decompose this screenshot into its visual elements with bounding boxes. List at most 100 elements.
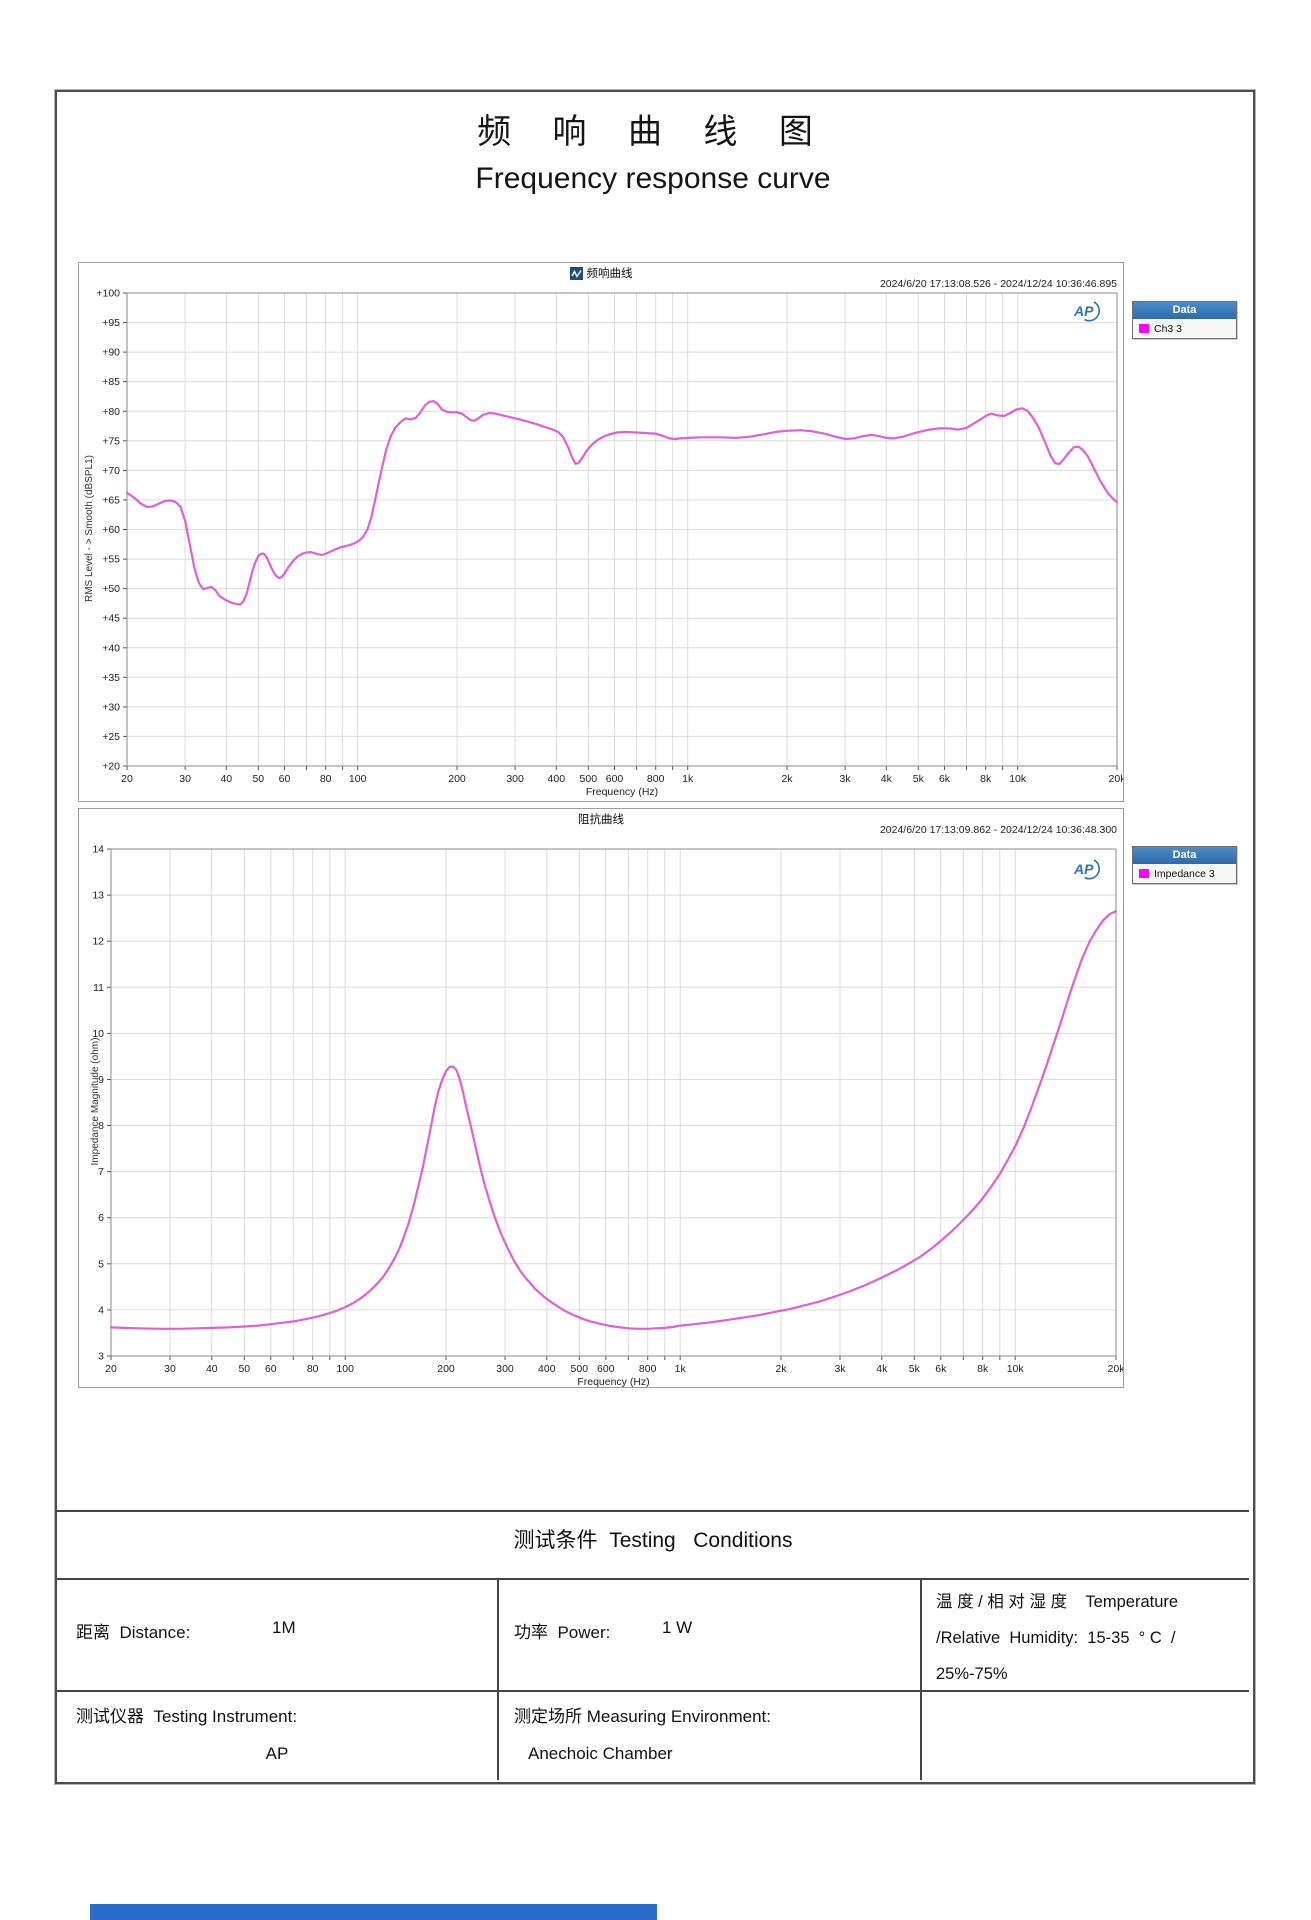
x-tick-label: 80 (320, 773, 332, 785)
x-tick-label: 6k (939, 773, 951, 785)
y-tick-label: +95 (102, 317, 120, 329)
distance-value: 1M (272, 1618, 296, 1637)
temperature-humidity-line3: 25%-75% (936, 1665, 1008, 1683)
x-tick-label: 400 (548, 773, 566, 785)
series-Ch3-3 (125, 400, 1119, 606)
environment-value: Anechoic Chamber (528, 1744, 673, 1763)
x-tick-label: 200 (437, 1363, 455, 1375)
axis-ticks: 20 30 40 50 60 80 100 200 300 400 500 600 800 1k 2k 3k 4… (92, 844, 1125, 1376)
measurement-timestamp: 2024/6/20 17:13:08.526 - 2024/12/24 10:3… (879, 278, 1117, 290)
y-tick-label: +55 (102, 554, 120, 566)
power-value: 1 W (662, 1618, 693, 1637)
x-tick-label: 3k (840, 773, 852, 785)
y-tick-label: 13 (92, 890, 104, 902)
imp-legend: Data Impedance 3 (1132, 846, 1237, 884)
frequency-response-chart: 20 30 40 50 60 80 100 200 300 400 500 600 800 1k 2k 3k 4… (96, 288, 1126, 799)
x-tick-label: 20k (1109, 773, 1123, 785)
y-tick-label: +50 (102, 583, 120, 595)
environment-label: 测定场所 Measuring Environment: (514, 1707, 771, 1726)
y-tick-label: +60 (102, 524, 120, 536)
x-tick-label: 600 (606, 773, 624, 785)
y-tick-label: +45 (102, 613, 120, 625)
imp-legend-swatch (1139, 869, 1149, 878)
y-tick-label: 11 (93, 982, 104, 994)
y-tick-label: +100 (96, 288, 120, 300)
x-tick-label: 6k (935, 1363, 947, 1375)
x-tick-label: 4k (881, 773, 893, 785)
x-tick-label: 40 (220, 773, 232, 785)
x-tick-label: 200 (448, 773, 466, 785)
chart-window-title: 阻抗曲线 (578, 814, 624, 826)
y-tick-label: 10 (92, 1028, 104, 1040)
bottom-blue-bar (90, 1904, 657, 1920)
y-tick-label: +35 (102, 672, 120, 684)
x-tick-label: 3k (834, 1363, 846, 1375)
y-tick-label: +40 (102, 642, 120, 654)
waveform-icon (569, 266, 583, 280)
x-tick-label: 500 (571, 1363, 589, 1375)
y-tick-label: +65 (102, 494, 120, 506)
fr-legend-label: Ch3 3 (1154, 322, 1183, 335)
x-tick-label: 5k (913, 773, 925, 785)
x-tick-label: 1k (675, 1363, 687, 1375)
grid (110, 848, 1117, 1357)
x-tick-label: 20 (105, 1363, 117, 1375)
chart-window-title: 频响曲线 (586, 268, 633, 280)
x-axis-title: Frequency (Hz) (577, 1376, 649, 1387)
x-tick-label: 20 (121, 773, 133, 785)
ap-brand-logo: AP (1071, 857, 1111, 881)
y-tick-label: +70 (102, 465, 120, 477)
x-tick-label: 600 (597, 1363, 615, 1375)
x-tick-label: 800 (647, 773, 665, 785)
y-tick-label: +25 (102, 731, 120, 743)
ap-brand-logo: AP (1071, 299, 1111, 323)
x-tick-label: 50 (238, 1363, 250, 1375)
x-tick-label: 500 (580, 773, 598, 785)
x-tick-label: 8k (980, 773, 992, 785)
chart-window-titlebar: 频响曲线 (79, 265, 1123, 281)
imp-y-axis-title: Impedance Magnitude (ohm) (90, 1037, 101, 1166)
x-tick-label: 100 (336, 1363, 354, 1375)
table-line-header-bottom (57, 1578, 1249, 1580)
instrument-value: AP (265, 1744, 289, 1763)
table-line-top (57, 1510, 1249, 1512)
y-tick-label: 4 (98, 1304, 104, 1316)
fr-legend-header: Data (1133, 302, 1236, 319)
fr-y-axis-title: RMS Level - > Smooth (dBSPL1) (84, 455, 95, 603)
y-tick-label: +80 (102, 406, 120, 418)
distance-label: 距离 Distance: (76, 1623, 191, 1642)
y-tick-label: 8 (98, 1120, 104, 1132)
table-line-row-divider (57, 1690, 1249, 1692)
page-title-english: Frequency response curve (475, 162, 831, 195)
page-title-chinese: 频 响 曲 线 图 (477, 113, 829, 151)
svg-text:AP: AP (1073, 303, 1094, 319)
frequency-response-panel: 频响曲线 2024/6/20 17:13:08.526 - 2024/12/24… (78, 262, 1126, 802)
fr-legend-item: Ch3 3 (1133, 319, 1236, 338)
series-Impedance-3 (109, 910, 1118, 1330)
impedance-panel: 阻抗曲线 2024/6/20 17:13:09.862 - 2024/12/24… (78, 808, 1125, 1388)
y-tick-label: +85 (102, 376, 120, 388)
axis-ticks: 20 30 40 50 60 80 100 200 300 400 500 600 800 1k 2k 3k 4… (96, 288, 1126, 786)
x-tick-label: 100 (349, 773, 367, 785)
x-tick-label: 800 (639, 1363, 657, 1375)
x-tick-label: 4k (876, 1363, 888, 1375)
x-axis-title: Frequency (Hz) (586, 786, 658, 798)
y-tick-label: +75 (102, 435, 120, 447)
table-column-divider-2 (920, 1578, 922, 1780)
x-tick-label: 2k (781, 773, 793, 785)
temperature-humidity-cell: 温 度 / 相 对 湿 度 Temperature /Relative Humi… (936, 1584, 1248, 1692)
x-tick-label: 10k (1007, 1363, 1025, 1375)
x-tick-label: 1k (682, 773, 694, 785)
x-tick-label: 400 (538, 1363, 556, 1375)
x-tick-label: 10k (1009, 773, 1027, 785)
power-label: 功率 Power: (514, 1623, 611, 1642)
x-tick-label: 60 (265, 1363, 277, 1375)
x-tick-label: 30 (164, 1363, 176, 1375)
y-tick-label: 14 (92, 844, 104, 856)
x-tick-label: 80 (307, 1363, 319, 1375)
measurement-timestamp: 2024/6/20 17:13:09.862 - 2024/12/24 10:3… (879, 824, 1117, 836)
imp-legend-header: Data (1133, 847, 1236, 864)
grid (126, 292, 1118, 767)
instrument-label: 测试仪器 Testing Instrument: (76, 1707, 298, 1726)
y-tick-label: +90 (102, 347, 120, 359)
